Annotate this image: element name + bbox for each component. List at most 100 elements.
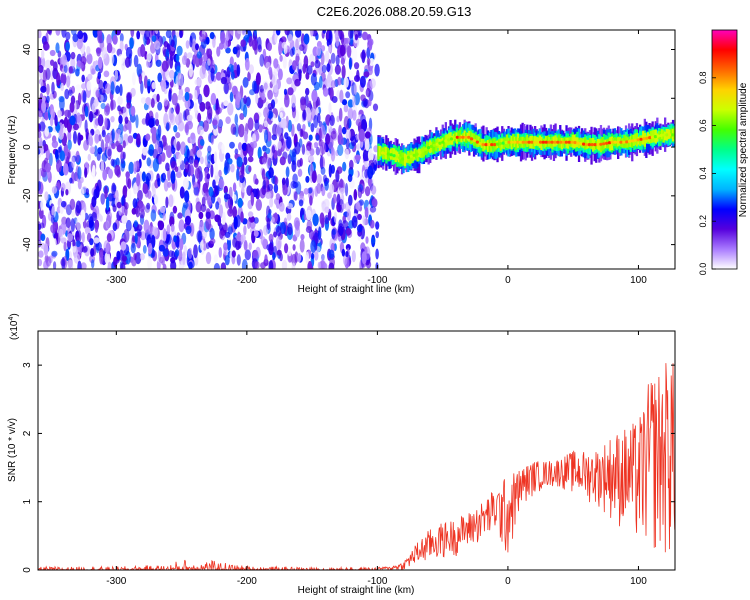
heatmap-noise-cell: [220, 31, 226, 45]
heatmap-noise-cell: [223, 100, 229, 107]
heatmap-noise-cell: [107, 261, 112, 269]
heatmap-noise-cell: [276, 225, 282, 237]
heatmap-noise-cell: [273, 183, 279, 194]
heatmap-noise-cell: [38, 56, 42, 68]
heatmap-noise-cell: [330, 80, 336, 89]
snr-x-axis: -300 -200 -100 0 100: [106, 331, 647, 587]
heatmap-noise-cell: [192, 141, 197, 155]
heatmap-noise-cell: [354, 169, 358, 180]
heatmap-noise-cell: [147, 178, 151, 191]
heatmap-peak-cell: [441, 140, 445, 144]
heatmap-noise-cell: [133, 182, 138, 195]
heatmap-noise-cell: [112, 184, 117, 192]
heatmap-noise-cell: [38, 30, 42, 39]
heatmap-noise-cell: [126, 187, 132, 202]
heatmap-noise-cell: [188, 155, 194, 165]
heatmap-noise-cell: [38, 239, 42, 248]
heatmap-noise-cell: [185, 225, 192, 235]
heatmap-noise-cell: [193, 244, 198, 259]
heatmap-noise-cell: [291, 262, 296, 269]
heatmap-noise-cell: [107, 148, 112, 157]
heatmap-noise-cell: [337, 223, 344, 236]
spectrogram-y-axis: -40 -20 0 20 40: [22, 44, 675, 252]
heatmap-noise-cell: [313, 114, 319, 129]
heatmap-noise-cell: [285, 166, 290, 178]
heatmap-noise-cell: [213, 254, 218, 264]
heatmap-noise-cell: [340, 31, 345, 45]
heatmap-peak-cell: [495, 142, 500, 146]
spectrogram-x-tick-label: -200: [237, 275, 257, 286]
heatmap-noise-cell: [243, 156, 248, 166]
heatmap-noise-cell: [216, 46, 221, 57]
heatmap-peak-cell: [599, 142, 603, 146]
heatmap-noise-cell: [269, 197, 274, 208]
heatmap-noise-cell: [104, 106, 110, 116]
heatmap-noise-cell: [345, 91, 351, 99]
heatmap-peak-cell: [513, 140, 517, 144]
heatmap-noise-cell: [122, 124, 128, 132]
heatmap-noise-cell: [231, 250, 236, 258]
heatmap-noise-cell: [86, 53, 93, 65]
heatmap-noise-cell: [175, 54, 180, 63]
heatmap-peak-cell: [481, 143, 485, 147]
heatmap-noise-cell: [295, 220, 300, 231]
heatmap-noise-cell: [366, 57, 371, 66]
heatmap-noise-cell: [64, 88, 70, 100]
heatmap-noise-cell: [267, 157, 272, 167]
heatmap-noise-cell: [273, 58, 279, 69]
heatmap-noise-cell: [338, 107, 343, 122]
heatmap-noise-cell: [133, 220, 138, 228]
heatmap-noise-cell: [120, 158, 126, 172]
snr-y-multiplier-exponent: 4: [8, 317, 15, 321]
heatmap-ridge-cell: [673, 127, 675, 140]
heatmap-noise-cell: [329, 183, 335, 194]
heatmap-noise-cell: [264, 129, 269, 144]
heatmap-noise-cell: [233, 216, 238, 230]
heatmap-ridge-cell: [549, 139, 552, 148]
heatmap-noise-cell: [247, 117, 254, 131]
heatmap-noise-cell: [132, 198, 138, 209]
heatmap-noise-cell: [75, 68, 80, 77]
heatmap-noise-cell: [77, 92, 82, 106]
heatmap-peak-cell: [642, 137, 646, 141]
heatmap-noise-cell: [369, 58, 375, 66]
heatmap-noise-cell: [214, 162, 218, 176]
heatmap-noise-cell: [39, 121, 46, 132]
heatmap-noise-cell: [248, 64, 254, 75]
heatmap-noise-cell: [341, 99, 348, 106]
heatmap-noise-cell: [230, 71, 235, 80]
heatmap-noise-cell: [241, 142, 248, 152]
colorbar-tick-label: 0.2: [698, 215, 708, 228]
heatmap-noise-cell: [102, 169, 108, 181]
heatmap-noise-cell: [231, 255, 236, 265]
heatmap-noise-cell: [69, 115, 76, 126]
heatmap-noise-cell: [229, 204, 233, 215]
heatmap-noise-cell: [354, 62, 360, 70]
heatmap-noise-cell: [345, 244, 351, 251]
heatmap-noise-cell: [375, 248, 379, 260]
heatmap-noise-cell: [114, 164, 121, 177]
heatmap-noise-cell: [358, 128, 365, 142]
heatmap-noise-cell: [232, 194, 237, 202]
heatmap-noise-cell: [103, 70, 110, 78]
heatmap-noise-cell: [189, 162, 193, 176]
heatmap-noise-cell: [281, 118, 287, 129]
heatmap-noise-cell: [158, 155, 163, 165]
heatmap-noise-cell: [181, 55, 188, 65]
snr-y-tick-label: 3: [22, 362, 33, 368]
heatmap-peak-cell: [383, 151, 388, 156]
heatmap-peak-cell: [671, 133, 675, 137]
heatmap-noise-cell: [345, 127, 351, 141]
heatmap-noise-cell: [117, 54, 125, 65]
heatmap-noise-cell: [298, 58, 303, 72]
heatmap-noise-cell: [210, 164, 214, 178]
heatmap-noise-cell: [84, 227, 91, 234]
heatmap-noise-cell: [342, 220, 349, 229]
heatmap-noise-cell: [91, 68, 95, 75]
heatmap-peak-cell: [648, 136, 652, 140]
heatmap-noise-cell: [252, 141, 258, 149]
heatmap-peak-cell: [392, 154, 396, 158]
heatmap-noise-cell: [196, 77, 202, 87]
heatmap-noise-cell: [321, 64, 327, 74]
colorbar-tick-label: 0.8: [698, 72, 708, 85]
